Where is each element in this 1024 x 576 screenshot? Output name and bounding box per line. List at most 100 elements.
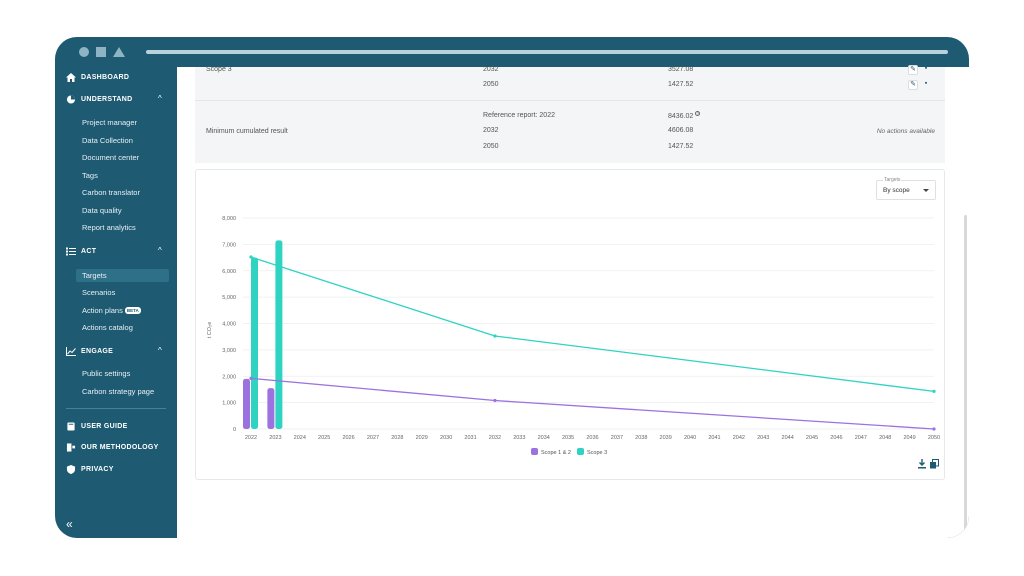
y-tick-label: 4,000 bbox=[222, 322, 236, 328]
legend-swatch bbox=[577, 448, 584, 455]
x-tick-label: 2029 bbox=[416, 435, 428, 441]
x-tick-label: 2025 bbox=[318, 435, 330, 441]
targets-select-value: By scope bbox=[883, 187, 910, 194]
y-tick-label: 2,000 bbox=[222, 374, 236, 380]
nav-dashboard[interactable]: DASHBOARD bbox=[66, 73, 129, 82]
sidebar-item-carbon-strategy-page[interactable]: Carbon strategy page bbox=[82, 387, 155, 396]
download-icon[interactable] bbox=[917, 459, 927, 469]
target-point bbox=[932, 389, 936, 393]
nav-user-guide[interactable]: USER GUIDE bbox=[66, 422, 128, 431]
nav-act[interactable]: ACT bbox=[66, 247, 96, 256]
checklist-icon bbox=[66, 247, 76, 256]
emissions-chart: 0 1,000 2,000 3,000 4,000 5,000 6,000 7,000 8,00… bbox=[207, 216, 940, 456]
row-divider bbox=[195, 100, 945, 101]
methodology-icon bbox=[66, 443, 76, 452]
x-tick-label: 2022 bbox=[245, 435, 257, 441]
x-tick-label: 2024 bbox=[294, 435, 306, 441]
copy-icon[interactable] bbox=[929, 459, 939, 469]
x-tick-label: 2047 bbox=[855, 435, 867, 441]
sidebar-item-carbon-translator[interactable]: Carbon translator bbox=[82, 188, 140, 197]
chevron-up-icon[interactable]: ^ bbox=[158, 346, 162, 355]
scope3-year-2050: 2050 bbox=[483, 81, 499, 88]
targets-select[interactable]: Targets By scope bbox=[876, 177, 936, 200]
x-tick-label: 2036 bbox=[586, 435, 598, 441]
app-window: DASHBOARD UNDERSTAND ^ Project manager D… bbox=[55, 37, 969, 538]
sidebar-item-scenarios[interactable]: Scenarios bbox=[82, 288, 116, 297]
triangle-icon bbox=[113, 47, 125, 57]
x-tick-label: 2043 bbox=[757, 435, 769, 441]
target-point bbox=[249, 376, 253, 380]
action-plans-label: Action plans bbox=[82, 306, 123, 315]
scope3-year-2032: 2032 bbox=[483, 66, 499, 73]
chart-card: Targets By scope 0 1,000 2,000 3,000 4,000 5,… bbox=[195, 169, 945, 480]
x-tick-label: 2027 bbox=[367, 435, 379, 441]
sidebar-item-public-settings[interactable]: Public settings bbox=[82, 369, 131, 378]
min-year-2050: 2050 bbox=[483, 143, 499, 150]
sidebar-item-action-plans[interactable]: Action plans BETA bbox=[82, 306, 141, 315]
sidebar-item-data-collection[interactable]: Data Collection bbox=[82, 136, 133, 145]
scope3-value-2050: 1427.52 bbox=[668, 81, 694, 88]
beta-badge: BETA bbox=[124, 307, 141, 314]
nav-dashboard-label: DASHBOARD bbox=[81, 74, 130, 81]
edit-icon[interactable]: ✎ bbox=[908, 65, 918, 75]
y-axis-label: t CO₂e bbox=[207, 322, 213, 339]
nav-our-methodology-label: OUR METHODOLOGY bbox=[81, 444, 159, 451]
target-line-scope-3 bbox=[250, 256, 935, 392]
x-tick-label: 2049 bbox=[903, 435, 915, 441]
legend-label: Scope 1 & 2 bbox=[541, 450, 571, 456]
nav-understand[interactable]: UNDERSTAND bbox=[66, 95, 132, 104]
x-tick-label: 2039 bbox=[660, 435, 672, 441]
x-tick-label: 2038 bbox=[635, 435, 647, 441]
reference-value: 8436.02 ? bbox=[668, 111, 701, 120]
sidebar-item-project-manager[interactable]: Project manager bbox=[82, 118, 138, 127]
circle-icon bbox=[79, 47, 89, 57]
x-tick-label: 2048 bbox=[879, 435, 891, 441]
delete-icon[interactable]: ▪ bbox=[924, 65, 928, 72]
sidebar-item-report-analytics[interactable]: Report analytics bbox=[82, 223, 136, 232]
x-tick-label: 2045 bbox=[806, 435, 818, 441]
help-icon[interactable]: ? bbox=[695, 111, 701, 116]
nav-our-methodology[interactable]: OUR METHODOLOGY bbox=[66, 443, 159, 452]
scrollbar[interactable] bbox=[964, 215, 967, 535]
x-tick-label: 2033 bbox=[513, 435, 525, 441]
sidebar-item-tags[interactable]: Tags bbox=[82, 171, 98, 180]
scope3-row-label: Scope 3 bbox=[206, 66, 232, 73]
nav-act-label: ACT bbox=[81, 248, 97, 255]
y-tick-label: 6,000 bbox=[222, 269, 236, 275]
main-content: Scope 3 2032 3527.08 2050 1427.52 ✎ ▪ ✎ … bbox=[177, 65, 969, 538]
targets-select-label: Targets bbox=[883, 177, 902, 183]
sidebar-item-document-center[interactable]: Document center bbox=[82, 153, 140, 162]
sidebar-divider bbox=[66, 408, 166, 409]
caret-down-icon bbox=[923, 189, 929, 192]
sidebar-item-targets[interactable]: Targets bbox=[76, 269, 169, 282]
bar-scope-3 bbox=[251, 257, 258, 429]
y-tick-label: 5,000 bbox=[222, 295, 236, 301]
book-icon bbox=[67, 422, 75, 431]
x-tick-label: 2050 bbox=[928, 435, 940, 441]
sidebar-item-data-quality[interactable]: Data quality bbox=[82, 206, 122, 215]
bar-scope-1-2 bbox=[243, 378, 250, 429]
targets-table: Scope 3 2032 3527.08 2050 1427.52 ✎ ▪ ✎ … bbox=[195, 65, 945, 163]
sidebar: DASHBOARD UNDERSTAND ^ Project manager D… bbox=[55, 67, 177, 538]
chevron-up-icon[interactable]: ^ bbox=[158, 94, 162, 103]
x-tick-label: 2030 bbox=[440, 435, 452, 441]
x-tick-label: 2031 bbox=[464, 435, 476, 441]
x-tick-label: 2026 bbox=[342, 435, 354, 441]
min-year-2032: 2032 bbox=[483, 127, 499, 134]
nav-privacy[interactable]: PRIVACY bbox=[66, 465, 114, 474]
bar-scope-3 bbox=[275, 240, 283, 429]
x-tick-label: 2032 bbox=[489, 435, 501, 441]
collapse-sidebar-button[interactable]: « bbox=[66, 517, 73, 531]
sidebar-item-actions-catalog[interactable]: Actions catalog bbox=[82, 323, 133, 332]
edit-icon[interactable]: ✎ bbox=[908, 80, 918, 90]
window-controls bbox=[79, 47, 125, 57]
delete-icon[interactable]: ▪ bbox=[924, 80, 928, 87]
nav-engage[interactable]: ENGAGE bbox=[66, 347, 113, 356]
x-tick-label: 2035 bbox=[562, 435, 574, 441]
y-tick-label: 7,000 bbox=[222, 242, 236, 248]
chevron-up-icon[interactable]: ^ bbox=[158, 246, 162, 255]
x-tick-label: 2023 bbox=[269, 435, 281, 441]
legend-swatch bbox=[531, 448, 538, 455]
target-point bbox=[932, 427, 936, 431]
nav-user-guide-label: USER GUIDE bbox=[81, 423, 128, 430]
